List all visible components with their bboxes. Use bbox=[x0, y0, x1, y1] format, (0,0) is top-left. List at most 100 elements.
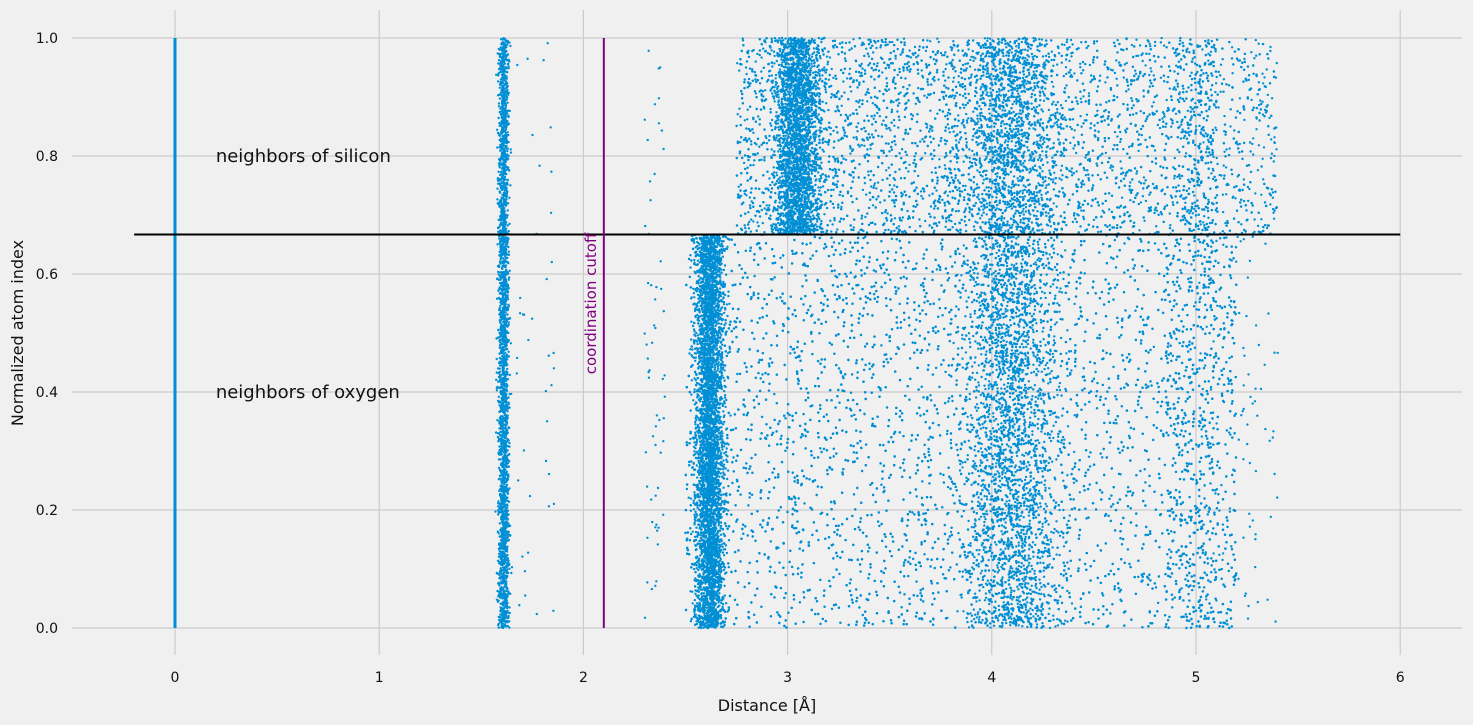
data-point bbox=[695, 526, 698, 529]
data-point bbox=[502, 451, 505, 454]
data-point bbox=[508, 567, 511, 570]
data-point bbox=[501, 512, 504, 515]
data-point bbox=[506, 621, 509, 624]
data-point bbox=[501, 573, 504, 576]
data-point bbox=[497, 270, 500, 274]
data-point bbox=[500, 533, 503, 537]
data-point bbox=[696, 340, 699, 343]
data-point bbox=[719, 533, 723, 536]
data-point bbox=[722, 280, 725, 284]
data-point bbox=[499, 171, 503, 174]
data-point bbox=[497, 552, 501, 556]
data-point bbox=[722, 303, 726, 306]
data-point bbox=[504, 229, 507, 233]
data-point bbox=[504, 43, 507, 46]
data-point bbox=[503, 577, 507, 580]
data-point bbox=[498, 477, 502, 480]
data-point bbox=[504, 442, 507, 445]
data-point bbox=[501, 67, 504, 70]
data-point bbox=[504, 598, 507, 601]
data-point bbox=[499, 319, 502, 322]
data-point bbox=[656, 543, 659, 546]
data-point bbox=[504, 173, 508, 176]
data-point bbox=[497, 510, 500, 514]
data-point bbox=[718, 475, 721, 478]
data-point bbox=[501, 227, 505, 230]
data-point bbox=[518, 604, 521, 607]
data-point bbox=[505, 337, 508, 340]
data-point bbox=[656, 529, 659, 532]
data-point bbox=[501, 58, 504, 61]
data-point bbox=[699, 531, 703, 535]
data-point bbox=[722, 410, 725, 413]
data-point bbox=[497, 116, 500, 120]
data-point bbox=[518, 312, 522, 315]
data-point bbox=[654, 298, 657, 301]
data-point bbox=[495, 386, 498, 390]
data-point bbox=[505, 520, 508, 523]
data-point bbox=[503, 203, 506, 206]
data-point bbox=[704, 331, 708, 334]
data-point bbox=[724, 450, 728, 454]
data-point bbox=[506, 545, 509, 548]
data-point bbox=[713, 368, 716, 371]
data-point bbox=[654, 494, 657, 497]
data-point bbox=[727, 509, 730, 512]
data-point bbox=[552, 367, 556, 370]
data-point bbox=[700, 592, 703, 596]
data-point bbox=[496, 80, 500, 83]
data-point bbox=[693, 330, 696, 333]
data-point bbox=[504, 490, 507, 493]
data-point bbox=[538, 164, 541, 167]
data-point bbox=[688, 352, 691, 355]
data-point bbox=[502, 427, 506, 430]
data-point bbox=[505, 213, 508, 217]
data-point bbox=[502, 158, 505, 161]
data-point bbox=[499, 341, 502, 345]
data-point bbox=[504, 625, 507, 628]
data-point bbox=[496, 419, 499, 422]
data-point bbox=[497, 328, 500, 332]
data-point bbox=[497, 593, 501, 597]
data-point bbox=[499, 357, 503, 360]
data-point bbox=[502, 466, 505, 469]
data-point bbox=[501, 436, 504, 439]
data-point bbox=[502, 553, 506, 556]
data-point bbox=[723, 394, 727, 397]
data-point bbox=[506, 294, 509, 297]
data-point bbox=[497, 532, 500, 535]
data-point bbox=[501, 562, 505, 566]
data-point bbox=[499, 427, 503, 430]
data-point bbox=[502, 388, 506, 392]
data-point bbox=[504, 279, 507, 282]
data-point bbox=[725, 398, 728, 402]
data-point bbox=[501, 479, 505, 483]
data-point bbox=[651, 520, 654, 524]
data-point bbox=[691, 530, 694, 533]
data-point bbox=[495, 297, 499, 300]
data-point bbox=[507, 445, 510, 448]
data-point bbox=[505, 339, 509, 342]
data-point bbox=[645, 485, 649, 488]
data-point bbox=[657, 97, 661, 100]
data-point bbox=[524, 594, 527, 597]
data-point bbox=[552, 609, 555, 612]
data-point bbox=[502, 138, 505, 141]
data-point bbox=[504, 104, 508, 107]
data-point bbox=[502, 607, 505, 610]
data-point bbox=[495, 371, 498, 374]
data-point bbox=[506, 410, 509, 413]
data-point bbox=[504, 351, 507, 355]
data-point bbox=[505, 570, 509, 573]
data-point bbox=[506, 437, 509, 441]
data-point bbox=[505, 59, 508, 62]
data-point bbox=[719, 336, 722, 339]
data-point bbox=[727, 294, 730, 298]
data-point bbox=[502, 303, 506, 306]
data-point bbox=[647, 49, 650, 52]
data-point bbox=[507, 114, 510, 117]
data-point bbox=[497, 562, 501, 565]
data-point bbox=[502, 365, 505, 368]
